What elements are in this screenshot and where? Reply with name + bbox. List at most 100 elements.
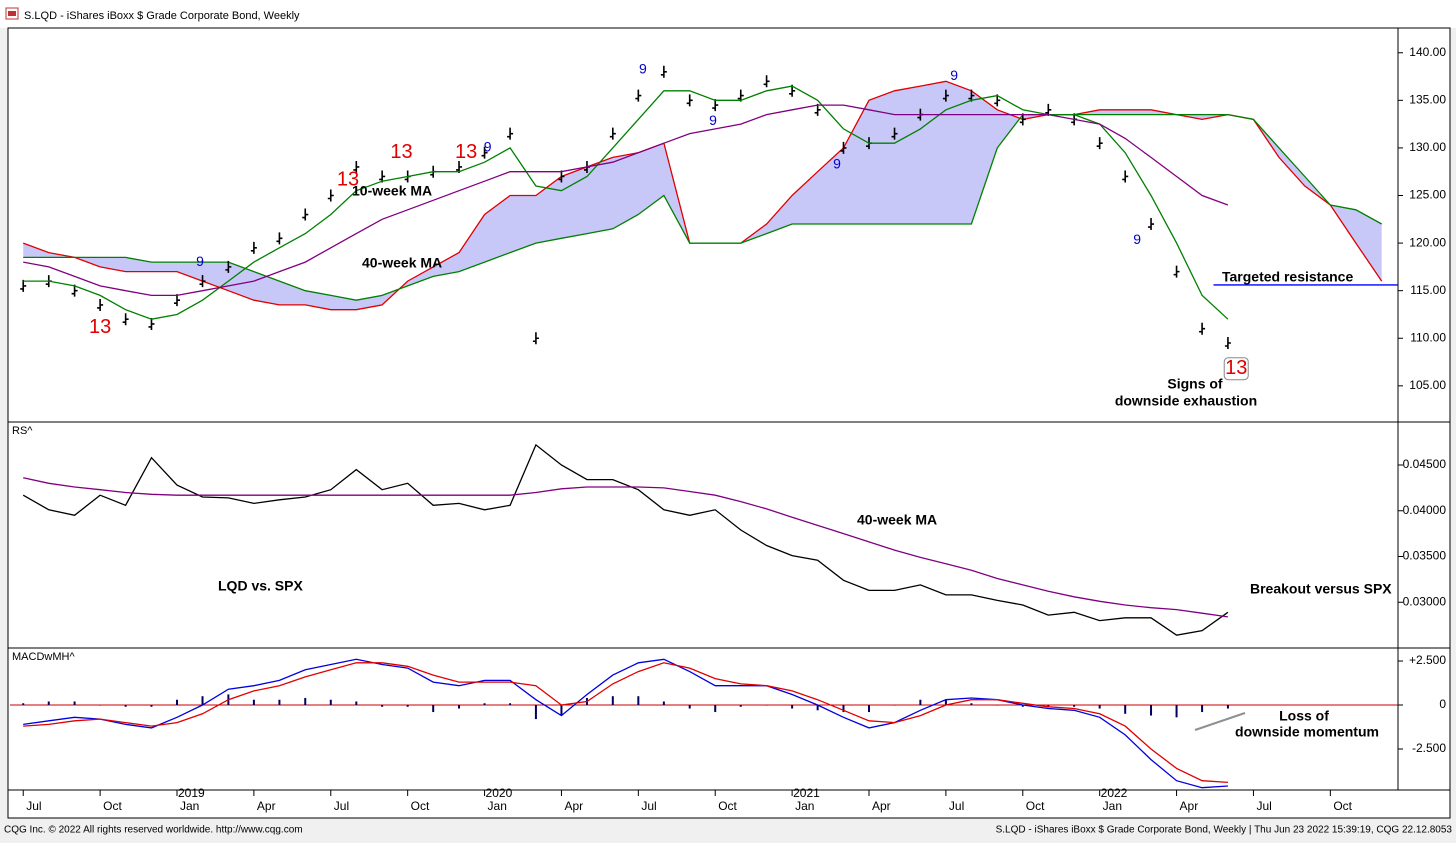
x-tick-label: Oct — [1333, 799, 1352, 813]
histogram-bar — [355, 701, 358, 706]
td-count: 13 — [390, 141, 412, 163]
annotation: Targeted resistance — [1222, 269, 1353, 285]
histogram-bar — [47, 701, 50, 706]
histogram-bar — [1124, 705, 1127, 714]
price-bar — [353, 160, 360, 173]
y-tick-label: 0.03500 — [1403, 549, 1447, 563]
price-bar — [609, 127, 616, 140]
histogram-bar — [22, 703, 25, 706]
price-bar — [302, 208, 309, 221]
price-bar — [1045, 103, 1052, 116]
y-tick-label: 0 — [1439, 697, 1446, 711]
footer-left: CQG Inc. © 2022 All rights reserved worl… — [4, 825, 303, 836]
td-count: 9 — [196, 253, 204, 269]
price-bar — [994, 94, 1001, 107]
series-line — [22, 443, 1229, 636]
histogram-bar — [688, 705, 691, 709]
price-bar — [968, 89, 975, 102]
price-bar — [635, 89, 642, 102]
x-tick-label: Jan — [180, 799, 199, 813]
histogram-bar — [150, 705, 153, 707]
histogram-bar — [252, 699, 255, 706]
x-tick-label: Oct — [103, 799, 122, 813]
price-bar — [737, 89, 744, 102]
y-tick-label: 105.00 — [1409, 378, 1446, 392]
title-bar — [0, 0, 1456, 28]
price-bar — [20, 279, 27, 292]
panel-label: RS^ — [12, 425, 33, 437]
histogram-bar — [791, 705, 794, 709]
td-count: 9 — [639, 61, 647, 77]
x-tick-label: Jul — [26, 799, 41, 813]
footer-right: S.LQD - iShares iBoxx $ Grade Corporate … — [996, 825, 1453, 836]
histogram-bar — [919, 699, 922, 706]
price-bar — [225, 260, 232, 273]
price-bar — [71, 284, 78, 297]
histogram-bar — [868, 705, 871, 713]
price-bar — [507, 127, 514, 140]
histogram-bar — [534, 705, 537, 720]
x-tick-label: Jul — [1256, 799, 1271, 813]
td-count: 13 — [455, 141, 477, 163]
td-count: 9 — [833, 156, 841, 172]
series-label: 10-week MA — [352, 183, 432, 199]
y-tick-label: -2.500 — [1412, 741, 1446, 755]
annotation: Loss of — [1279, 708, 1329, 724]
y-tick-label: 0.04500 — [1403, 457, 1447, 471]
histogram-bar — [714, 705, 717, 713]
price-bar — [276, 232, 283, 245]
price-bar — [558, 170, 565, 183]
x-tick-label: Oct — [411, 799, 430, 813]
series-label: 40-week MA — [857, 512, 937, 528]
price-bar — [148, 317, 155, 330]
series-label: 40-week MA — [362, 255, 442, 271]
annotation: LQD vs. SPX — [218, 578, 303, 594]
histogram-bar — [176, 699, 179, 706]
histogram-bar — [662, 701, 665, 706]
histogram-bar — [637, 696, 640, 706]
histogram-bar — [842, 705, 845, 713]
histogram-bar — [483, 703, 486, 706]
price-bar — [97, 298, 104, 311]
price-bar — [1199, 322, 1206, 335]
histogram-bar — [1150, 705, 1153, 716]
price-bar — [122, 313, 129, 326]
price-bar — [1122, 170, 1129, 183]
annotation: Breakout versus SPX — [1250, 581, 1392, 597]
annotation: Signs of — [1167, 376, 1223, 392]
y-tick-label: 120.00 — [1409, 235, 1446, 249]
chart-area — [7, 27, 1451, 819]
histogram-bar — [201, 696, 204, 706]
td-count: 9 — [709, 112, 717, 128]
histogram-bar — [509, 703, 512, 706]
series-line — [23, 477, 1228, 618]
price-bar — [174, 294, 181, 307]
price-bar — [840, 141, 847, 154]
histogram-bar — [329, 699, 332, 706]
window-icon-inner — [8, 11, 16, 16]
x-tick-label: Apr — [872, 799, 891, 813]
year-label: 2022 — [1101, 786, 1128, 800]
histogram-bar — [816, 705, 819, 711]
y-tick-label: 115.00 — [1410, 283, 1446, 297]
histogram-bar — [1175, 705, 1178, 718]
histogram-bar — [458, 705, 461, 709]
histogram-bar — [304, 697, 307, 706]
series-line — [23, 658, 1228, 789]
x-tick-label: Jul — [334, 799, 349, 813]
histogram-bar — [99, 705, 102, 706]
td-count: 13 — [1225, 357, 1247, 379]
x-tick-label: Oct — [1026, 799, 1045, 813]
status-bar — [0, 820, 1456, 838]
price-bar — [660, 65, 667, 78]
histogram-bar — [765, 705, 768, 706]
histogram-bar — [560, 705, 563, 716]
x-tick-label: Jan — [795, 799, 814, 813]
price-bar — [379, 170, 386, 183]
series-line — [23, 104, 1229, 297]
price-bar — [763, 75, 770, 88]
histogram-bar — [893, 705, 896, 706]
y-tick-label: 0.04000 — [1403, 503, 1447, 517]
price-bar — [1019, 113, 1026, 126]
